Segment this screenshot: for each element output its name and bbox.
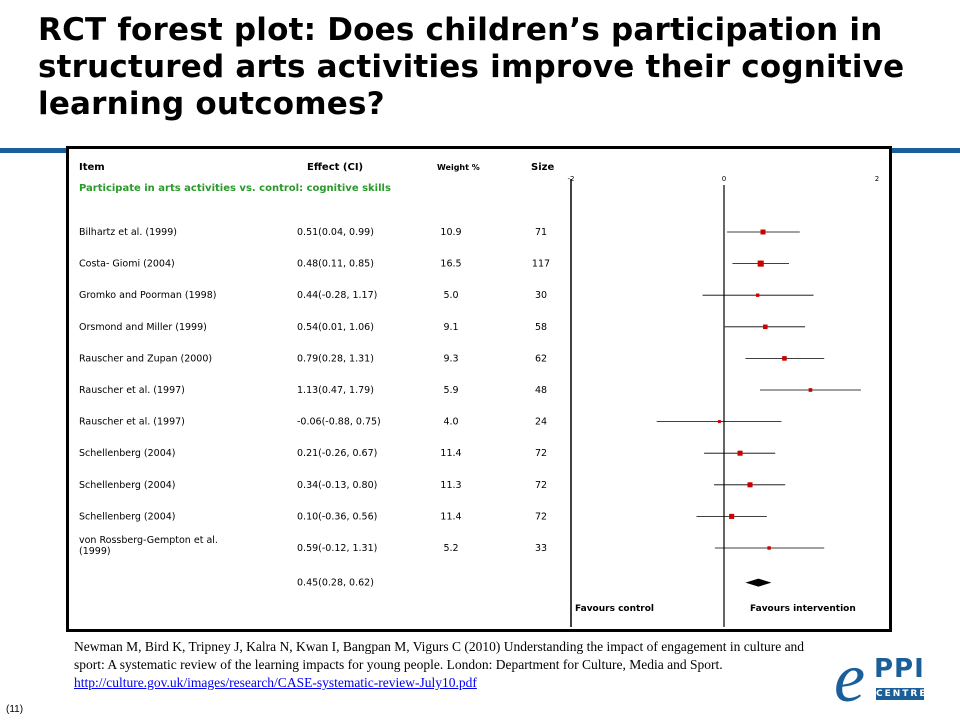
citation-link[interactable]: http://culture.gov.uk/images/research/CA… <box>74 675 477 690</box>
study-effect: 0.21(-0.26, 0.67) <box>297 448 377 459</box>
study-marker <box>760 229 766 235</box>
logo-e: e <box>834 640 866 717</box>
study-weight: 10.9 <box>440 227 461 238</box>
study-row: Rauscher et al. (1997) -0.06(-0.88, 0.75)… <box>79 417 782 428</box>
header-weight: Weight % <box>437 163 480 172</box>
study-name: Costa- Giomi (2004) <box>79 259 175 270</box>
study-row: Gromko and Poorman (1998) 0.44(-0.28, 1.1… <box>79 290 814 301</box>
study-marker <box>729 513 735 519</box>
study-weight: 9.3 <box>443 353 458 364</box>
forest-plot-frame: Item Effect (CI) Weight % Size Participate i… <box>66 146 892 632</box>
study-name: Gromko and Poorman (1998) <box>79 290 216 301</box>
citation-text: Newman M, Bird K, Tripney J, Kalra N, Kw… <box>74 639 805 672</box>
study-row: Rauscher et al. (1997) 1.13(0.47, 1.79) 5.… <box>79 385 861 396</box>
study-size: 71 <box>535 227 547 238</box>
study-effect: 0.10(-0.36, 0.56) <box>297 511 377 522</box>
study-name: Schellenberg (2004) <box>79 511 176 522</box>
study-marker <box>757 260 764 267</box>
header-effect: Effect (CI) <box>307 162 363 173</box>
x-tick-label: 0 <box>722 175 726 183</box>
study-size: 24 <box>535 417 547 428</box>
study-name: Rauscher et al. (1997) <box>79 417 185 428</box>
slide-title: RCT forest plot: Does children’s partici… <box>38 12 905 122</box>
study-effect: 0.59(-0.12, 1.31) <box>297 543 377 554</box>
study-name: Schellenberg (2004) <box>79 448 176 459</box>
study-marker <box>737 450 743 456</box>
citation: Newman M, Bird K, Tripney J, Kalra N, Kw… <box>74 638 814 692</box>
pooled-effect: 0.45(0.28, 0.62) <box>297 578 374 589</box>
study-name: Bilhartz et al. (1999) <box>79 227 177 238</box>
x-tick-label: -2 <box>568 175 575 183</box>
study-name: Rauscher et al. (1997) <box>79 385 185 396</box>
study-row: Rauscher and Zupan (2000) 0.79(0.28, 1.31… <box>79 353 825 364</box>
study-name-cont: (1999) <box>79 546 111 557</box>
logo-centre: CENTRE <box>876 688 928 700</box>
study-effect: 0.48(0.11, 0.85) <box>297 259 374 270</box>
logo-ppi: PPI <box>874 654 925 684</box>
study-row: Schellenberg (2004) 0.21(-0.26, 0.67) 11.4… <box>79 448 776 459</box>
study-name: Rauscher and Zupan (2000) <box>79 353 212 364</box>
study-marker <box>767 546 771 550</box>
study-weight: 5.0 <box>443 290 458 301</box>
study-row: Orsmond and Miller (1999) 0.54(0.01, 1.06… <box>79 322 806 333</box>
study-weight: 11.4 <box>440 511 461 522</box>
header-item: Item <box>79 162 105 173</box>
study-weight: 5.2 <box>443 543 458 554</box>
group-label: Participate in arts activities vs. contr… <box>79 183 391 194</box>
study-marker <box>763 324 768 330</box>
study-row: Costa- Giomi (2004) 0.48(0.11, 0.85) 16.5 1… <box>79 259 790 270</box>
footer-favours-control: Favours control <box>575 604 654 614</box>
study-size: 117 <box>532 259 550 270</box>
study-effect: 0.51(0.04, 0.99) <box>297 227 374 238</box>
study-weight: 11.3 <box>440 480 461 491</box>
study-marker <box>782 356 787 361</box>
study-effect: -0.06(-0.88, 0.75) <box>297 417 381 428</box>
eppi-centre-logo: e PPI CENTRE <box>834 644 930 714</box>
study-size: 72 <box>535 480 547 491</box>
study-size: 72 <box>535 511 547 522</box>
study-size: 58 <box>535 322 547 333</box>
study-size: 48 <box>535 385 547 396</box>
study-size: 62 <box>535 353 547 364</box>
study-weight: 5.9 <box>443 385 458 396</box>
study-size: 72 <box>535 448 547 459</box>
forest-plot: Item Effect (CI) Weight % Size Participate i… <box>79 162 879 627</box>
study-row: Schellenberg (2004) 0.10(-0.36, 0.56) 11.4… <box>79 511 767 522</box>
study-weight: 4.0 <box>443 417 458 428</box>
study-name: von Rossberg-Gempton et al. <box>79 535 218 546</box>
pooled-diamond <box>745 578 772 587</box>
study-marker <box>747 482 753 488</box>
study-size: 33 <box>535 543 547 554</box>
forest-plot-panel: Item Effect (CI) Weight % Size Participate i… <box>69 149 889 629</box>
study-marker <box>755 293 760 297</box>
study-marker <box>808 388 813 392</box>
study-effect: 0.54(0.01, 1.06) <box>297 322 374 333</box>
study-effect: 0.79(0.28, 1.31) <box>297 353 374 364</box>
study-weight: 11.4 <box>440 448 461 459</box>
study-row: von Rossberg-Gempton et al.(1999) 0.59(-0… <box>79 535 825 557</box>
x-tick-label: 2 <box>875 175 879 183</box>
study-weight: 16.5 <box>440 259 461 270</box>
study-weight: 9.1 <box>443 322 458 333</box>
study-size: 30 <box>535 290 547 301</box>
footer-favours-intervention: Favours intervention <box>750 604 856 614</box>
slide-number: (11) <box>6 704 24 715</box>
study-name: Orsmond and Miller (1999) <box>79 322 207 333</box>
study-row: Bilhartz et al. (1999) 0.51(0.04, 0.99) 10… <box>79 227 800 238</box>
study-row: Schellenberg (2004) 0.34(-0.13, 0.80) 11.3… <box>79 480 786 491</box>
header-size: Size <box>531 162 554 173</box>
study-name: Schellenberg (2004) <box>79 480 176 491</box>
study-effect: 0.34(-0.13, 0.80) <box>297 480 377 491</box>
study-effect: 1.13(0.47, 1.79) <box>297 385 374 396</box>
study-marker <box>717 420 721 424</box>
study-effect: 0.44(-0.28, 1.17) <box>297 290 377 301</box>
